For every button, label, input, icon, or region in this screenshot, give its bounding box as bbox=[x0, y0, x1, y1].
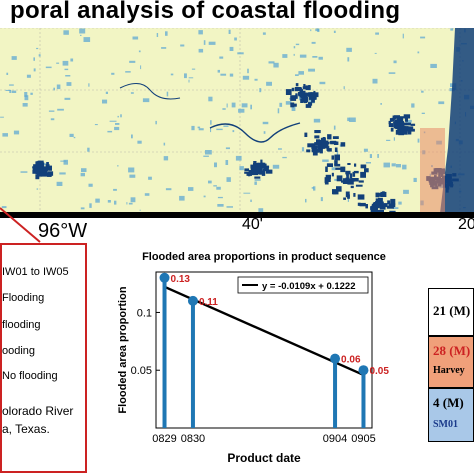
map-longitude-label-left: 96°W bbox=[38, 220, 88, 242]
stem-marker bbox=[159, 272, 170, 283]
legend-label: y = -0.0109x + 0.1222 bbox=[262, 281, 356, 292]
x-tick-label: 0829 bbox=[152, 433, 176, 445]
left-legend-item: IW01 to IW05 bbox=[2, 266, 69, 278]
stem-marker bbox=[330, 353, 341, 364]
right-legend-box-1-label: 21 (M) bbox=[433, 303, 471, 318]
legend-box bbox=[237, 276, 369, 294]
left-legend-item: a, Texas. bbox=[2, 422, 50, 436]
callout-box bbox=[0, 243, 87, 473]
plot-area bbox=[155, 271, 373, 429]
left-legend-item: flooding bbox=[2, 319, 41, 331]
callout-line-upper bbox=[0, 207, 41, 243]
right-legend-panel: 21 (M) 28 (M) Harvey 4 (M) SM01 bbox=[428, 288, 474, 442]
map-longitude-label-right: 20 bbox=[458, 216, 474, 233]
chart-title: Flooded area proportions in product sequ… bbox=[142, 251, 386, 263]
flood-map bbox=[0, 28, 474, 218]
left-legend-item: olorado River bbox=[2, 404, 74, 418]
x-tick-label: 0905 bbox=[351, 433, 375, 445]
data-label: 0.13 bbox=[171, 274, 191, 285]
data-label: 0.11 bbox=[199, 297, 218, 308]
right-legend-box-3-label: 4 (M) bbox=[433, 395, 464, 410]
data-label: 0.06 bbox=[341, 355, 361, 366]
right-legend-box-2: 28 (M) Harvey bbox=[428, 336, 474, 388]
left-legend-panel: IW01 to IW05 Flooding flooding ooding No… bbox=[0, 244, 88, 474]
right-legend-box-1: 21 (M) bbox=[428, 288, 474, 336]
map-bottom-border bbox=[0, 212, 474, 218]
data-label: 0.05 bbox=[369, 366, 389, 377]
left-legend-item: ooding bbox=[2, 345, 36, 357]
y-tick-label: 0.1 bbox=[137, 307, 152, 319]
callout-lines bbox=[0, 207, 87, 473]
left-legend-item: Flooding bbox=[2, 292, 45, 304]
map-longitude-label-mid: 40' bbox=[242, 216, 263, 233]
x-tick-label: 0830 bbox=[181, 433, 205, 445]
figure-title: poral analysis of coastal flooding bbox=[10, 0, 401, 24]
y-axis-label: Flooded area proportion bbox=[117, 286, 129, 413]
right-legend-box-2-sub: Harvey bbox=[433, 365, 465, 376]
right-legend-box-2-label: 28 (M) bbox=[433, 343, 471, 358]
flood-map-canvas bbox=[0, 28, 474, 218]
left-legend-item: No flooding bbox=[2, 370, 58, 382]
map-flood-patches bbox=[0, 28, 474, 218]
right-legend-box-3: 4 (M) SM01 bbox=[428, 388, 474, 442]
flood-proportion-chart: Flooded area proportions in product sequ… bbox=[117, 251, 389, 465]
x-axis-label: Product date bbox=[227, 451, 301, 465]
x-tick-label: 0904 bbox=[323, 433, 347, 445]
stem-marker bbox=[187, 295, 198, 306]
stem-marker bbox=[358, 365, 369, 376]
right-legend-box-3-sub: SM01 bbox=[433, 419, 458, 430]
y-tick-label: 0.05 bbox=[131, 365, 152, 377]
